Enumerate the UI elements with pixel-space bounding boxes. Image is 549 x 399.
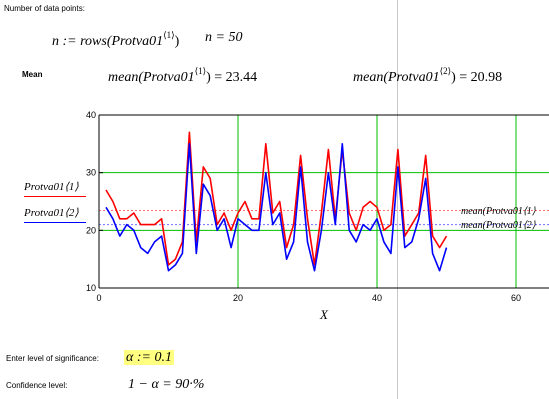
y-tick-label: 30 [86,168,96,178]
mean2-sup: ⟨2⟩ [439,66,452,76]
y-tick-label: 40 [86,110,96,120]
series-line-2 [105,142,448,272]
mean-label: Mean [22,70,43,79]
mean-line-label-2-text: mean(Protva01⟨2⟩ [461,220,536,231]
mean1-expression[interactable]: mean(Protva01⟨1⟩) = 23.44 [108,66,258,85]
mean2-value: = 20.98 [459,70,503,85]
x-axis-label: X [320,307,328,322]
rows-expression[interactable]: n := rows(Protva01⟨1⟩) [52,30,180,49]
mean-line-label-2: mean(Protva01⟨2⟩ [461,220,536,231]
mean1-prefix: mean(Protva01 [108,70,195,85]
page-divider [397,0,398,399]
x-tick-label: 40 [372,293,382,303]
y-tick-label: 10 [86,283,96,293]
num-points-label: Number of data points: [4,4,85,13]
y-tick-label: 20 [86,225,96,235]
legend-series-2-swatch [24,222,86,223]
confidence-expr: 1 − α = 90·% [128,377,205,392]
n-result: n = 50 [205,30,243,45]
x-tick-label: 20 [233,293,243,303]
legend-series-2: Protva01⟨2⟩ [24,206,79,219]
line-chart[interactable]: 10 20 30 40 0 20 40 60 [0,105,549,330]
legend-series-1: Protva01⟨1⟩ [24,180,79,193]
mean-line-label-1: mean(Protva01⟨1⟩ [461,206,536,217]
mean1-sup: ⟨1⟩ [194,66,207,76]
legend-series-2-label: Protva01⟨2⟩ [24,207,79,219]
significance-input[interactable]: α := 0.1 [124,350,174,366]
legend-series-1-swatch [24,196,86,197]
mean-line-label-1-text: mean(Protva01⟨1⟩ [461,206,536,217]
x-tick-label: 0 [96,293,101,303]
mean2-prefix: mean(Protva01 [353,70,440,85]
significance-label: Enter level of significance: [6,354,99,363]
mean2-expression[interactable]: mean(Protva01⟨2⟩) = 20.98 [353,66,503,85]
significance-expr[interactable]: α := 0.1 [124,350,174,365]
confidence-label: Confidence level: [6,381,68,390]
legend-series-1-label: Protva01⟨1⟩ [24,181,79,193]
x-tick-label: 60 [511,293,521,303]
mean1-value: = 23.44 [214,70,258,85]
series-line-1 [105,131,448,266]
rows-expr-text: n := rows(Protva01 [52,34,164,49]
rows-expr-sup: ⟨1⟩ [163,30,175,40]
